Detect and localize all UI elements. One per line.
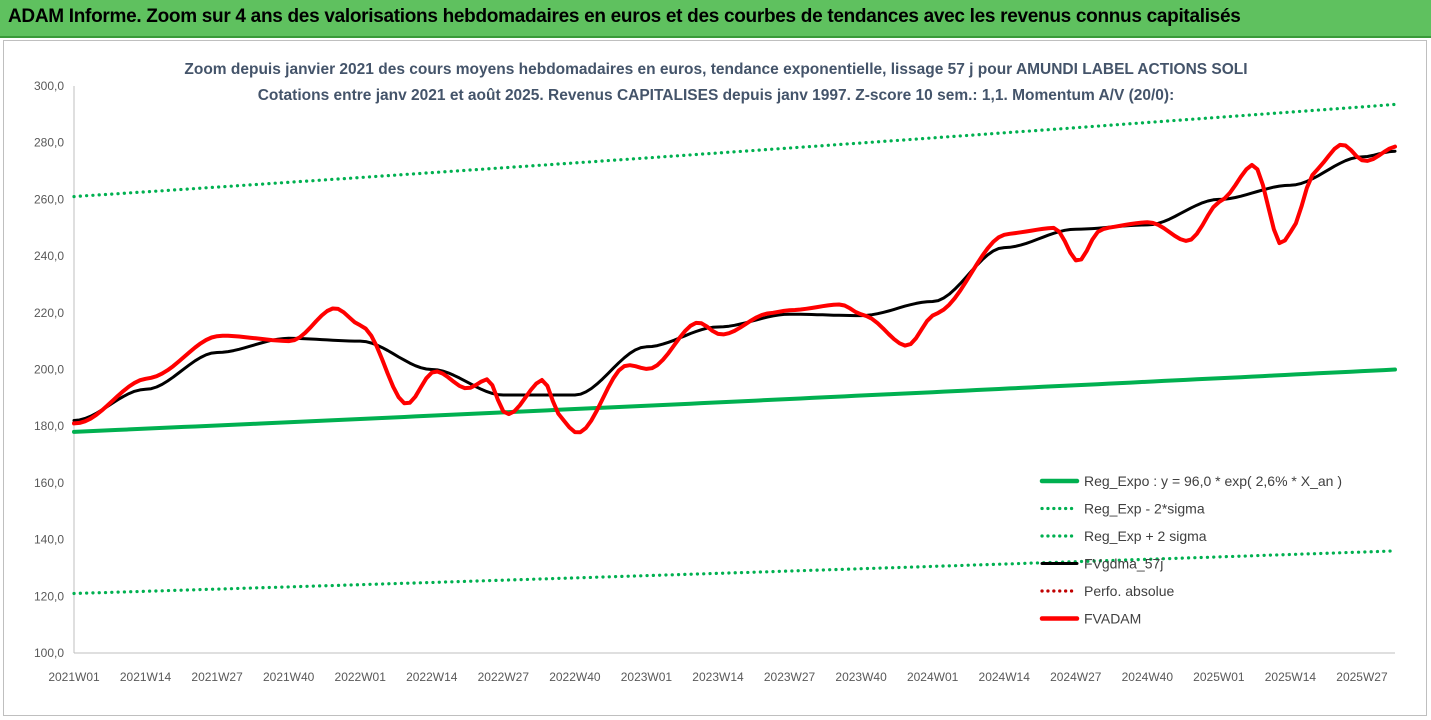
x-tick-label: 2024W27 (1050, 670, 1102, 684)
y-tick-label: 300,0 (34, 79, 64, 93)
legend-item-fvadam-label: FVADAM (1084, 611, 1141, 627)
x-tick-label: 2023W01 (621, 670, 673, 684)
report-header: ADAM Informe. Zoom sur 4 ans des valoris… (0, 0, 1431, 38)
y-tick-label: 180,0 (34, 419, 64, 433)
y-tick-label: 120,0 (34, 589, 64, 603)
legend-item-perfo-absolue-label: Perfo. absolue (1084, 583, 1174, 599)
chart-title-line1: Zoom depuis janvier 2021 des cours moyen… (184, 61, 1247, 78)
x-tick-label: 2023W27 (764, 670, 816, 684)
y-tick-label: 200,0 (34, 363, 64, 377)
x-tick-label: 2025W14 (1265, 670, 1317, 684)
x-tick-label: 2024W40 (1122, 670, 1174, 684)
legend-item-reg-plus-2sigma-label: Reg_Exp + 2 sigma (1084, 528, 1207, 544)
x-tick-label: 2024W14 (979, 670, 1031, 684)
x-tick-label: 2021W27 (191, 670, 243, 684)
series-lines (72, 102, 1397, 596)
y-tick-label: 240,0 (34, 249, 64, 263)
legend-item-fvgdma-57j-label: FVgdma_57j (1084, 556, 1163, 572)
y-tick-label: 260,0 (34, 192, 64, 206)
chart-area: Zoom depuis janvier 2021 des cours moyen… (3, 40, 1427, 716)
x-tick-label: 2022W40 (549, 670, 601, 684)
legend: Reg_Expo : y = 96,0 * exp( 2,6% * X_an )… (1039, 473, 1342, 627)
series-line-reg-plus-2sigma (72, 102, 1397, 199)
y-tick-labels: 100,0 120,0 140,0 160,0 180,0 200,0 220,0 240,0… (34, 79, 64, 660)
x-tick-labels: 2021W01 2021W14 2021W27 2021W40 2022W01 2022W… (48, 670, 1388, 684)
chart-svg: Zoom depuis janvier 2021 des cours moyen… (34, 61, 1397, 684)
x-tick-label: 2024W01 (907, 670, 959, 684)
legend-item-reg-expo-label: Reg_Expo : y = 96,0 * exp( 2,6% * X_an ) (1084, 473, 1342, 489)
x-tick-label: 2021W01 (48, 670, 100, 684)
y-tick-label: 140,0 (34, 533, 64, 547)
y-tick-label: 280,0 (34, 136, 64, 150)
x-tick-label: 2021W14 (120, 670, 172, 684)
series-line-reg-expo (72, 367, 1397, 434)
x-tick-label: 2022W27 (478, 670, 530, 684)
legend-item-reg-minus-2sigma-label: Reg_Exp - 2*sigma (1084, 501, 1205, 517)
x-tick-label: 2022W01 (335, 670, 387, 684)
report-title: ADAM Informe. Zoom sur 4 ans des valoris… (8, 6, 1241, 27)
series-line-reg-minus-2sigma (72, 549, 1397, 596)
x-tick-label: 2022W14 (406, 670, 458, 684)
x-tick-label: 2023W40 (835, 670, 887, 684)
x-tick-label: 2025W27 (1336, 670, 1388, 684)
y-tick-label: 100,0 (34, 646, 64, 660)
x-tick-label: 2023W14 (692, 670, 744, 684)
series-line-fvadam (72, 142, 1397, 435)
chart-title-line2: Cotations entre janv 2021 et août 2025. … (258, 87, 1175, 104)
x-tick-label: 2025W01 (1193, 670, 1245, 684)
x-tick-label: 2021W40 (263, 670, 315, 684)
y-tick-label: 160,0 (34, 476, 64, 490)
y-tick-label: 220,0 (34, 306, 64, 320)
